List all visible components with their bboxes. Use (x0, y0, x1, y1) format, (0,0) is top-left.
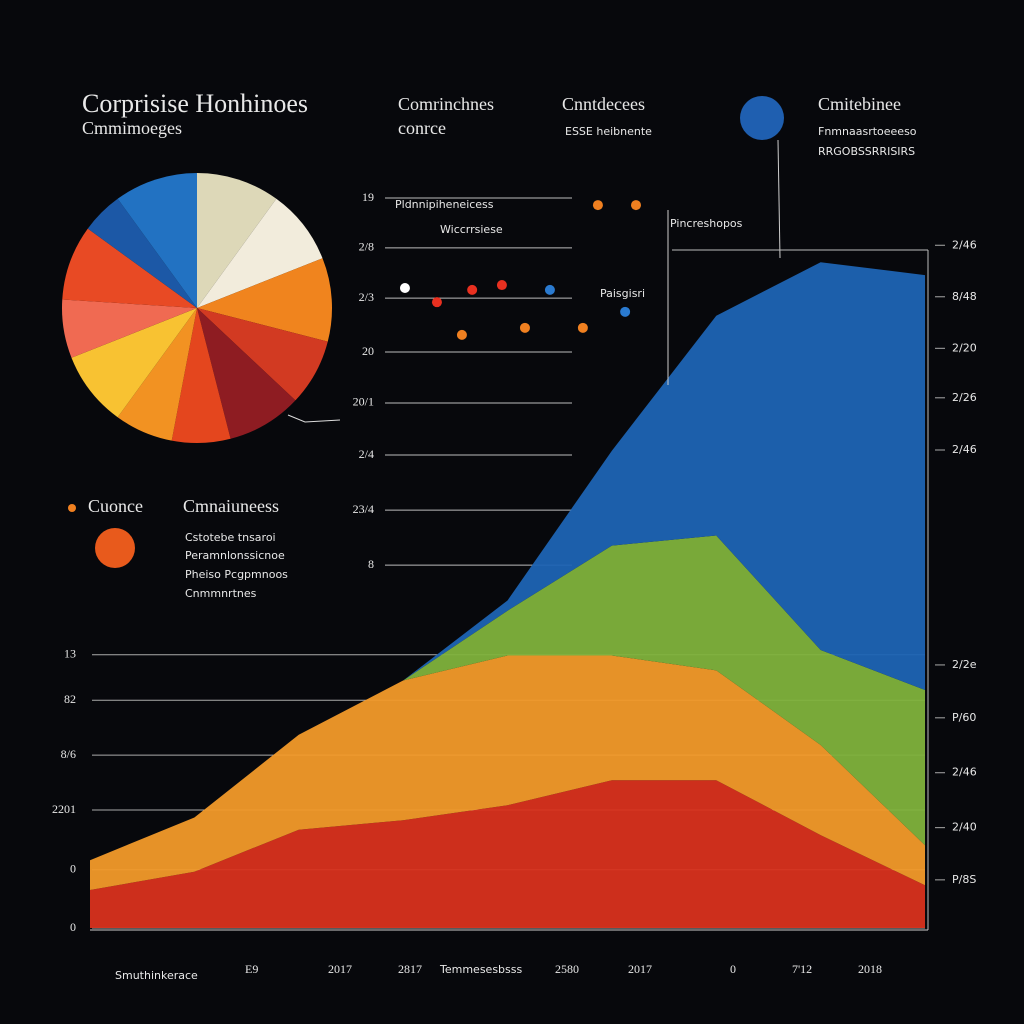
pie-slice (62, 299, 197, 358)
x-label: E9 (245, 962, 258, 976)
label: Pldnnipiheneicess (395, 198, 494, 211)
x-label: Temmesesbsss (439, 963, 522, 976)
scatter-point (431, 297, 442, 308)
note: ESSE heibnente (565, 125, 652, 138)
y-tick-label: 19 (362, 190, 374, 204)
icon (740, 96, 784, 140)
scatter-point (496, 280, 507, 291)
pie-slice (87, 198, 197, 308)
y-tick-label: 8 (368, 557, 374, 571)
note: Peramnlonssicnoe (185, 549, 285, 562)
scatter-point (467, 284, 478, 295)
x-label: 2817 (398, 962, 422, 976)
x-label: 2580 (555, 962, 579, 976)
x-label: 7'12 (792, 962, 812, 976)
area-layer (90, 535, 925, 861)
note: Fnmnaasrtoeeeso (818, 125, 917, 138)
leader-line (287, 414, 341, 423)
y-tick-label: 82 (64, 692, 76, 706)
scatter-point (399, 283, 410, 294)
y2-tick-label: 8/48 (952, 290, 977, 303)
note: Cstotebe tnsaroi (185, 531, 276, 544)
x-label: 2017 (628, 962, 652, 976)
label: Paisgisri (600, 287, 645, 300)
title: Corprisise Honhinoes (82, 89, 308, 118)
label: Pincreshopos (670, 217, 743, 230)
y-tick-label: 0 (70, 920, 76, 934)
y2-tick-label: P/60 (952, 711, 976, 724)
bullet (68, 504, 76, 512)
plot (62, 173, 945, 929)
scatter-point (620, 306, 631, 317)
note: RRGOBSSRRISIRS (818, 145, 915, 158)
pie-slice (197, 173, 277, 308)
x-label: 0 (730, 962, 736, 976)
y2-tick-label: 2/26 (952, 391, 977, 404)
heading: Cmitebinee (818, 94, 901, 114)
subtitle: Cmmimoeges (82, 118, 182, 138)
decor (68, 96, 929, 931)
icon (95, 528, 135, 568)
scatter-point (577, 322, 588, 333)
y2-tick-label: 2/46 (952, 766, 977, 779)
note: Cnmmnrtnes (185, 587, 257, 600)
heading: Comrinchnes (398, 94, 494, 114)
pie-slice (117, 308, 197, 441)
area-layer (90, 655, 925, 891)
pie-slice (171, 308, 231, 443)
note: Pheiso Pcgpmnoos (185, 568, 288, 581)
pie-slice (197, 258, 332, 342)
pie-slice (71, 308, 197, 418)
scatter-point (631, 200, 641, 211)
y2-tick-label: P/8S (952, 873, 976, 886)
y-tick-label: 2201 (52, 802, 76, 816)
y-tick-label: 2/3 (359, 290, 374, 304)
x-label: 2017 (328, 962, 352, 976)
scatter-point (592, 200, 603, 211)
y-tick-label: 2/8 (359, 240, 374, 254)
scatter-point (456, 329, 467, 340)
heading: Cnntdecees (562, 94, 645, 114)
y-tick-label: 2/4 (359, 447, 374, 461)
y-tick-label: 8/6 (61, 747, 76, 761)
area-layer (90, 780, 925, 928)
heading: conrce (398, 118, 446, 138)
heading: Cuonce (88, 496, 143, 516)
y-tick-label: 23/4 (353, 502, 374, 516)
y2-tick-label: 2/46 (952, 238, 977, 251)
y2-tick-label: 2/40 (952, 821, 977, 834)
pie-slice (197, 308, 296, 439)
scatter-point (544, 284, 555, 295)
scatter-point (519, 322, 530, 333)
pie-slice (117, 173, 197, 308)
pie-slice (197, 198, 323, 308)
x-label: Smuthinkerace (115, 969, 198, 982)
y2-tick-label: 2/20 (952, 341, 977, 354)
y-tick-label: 20/1 (353, 395, 374, 409)
pie-slice (197, 308, 328, 401)
y-tick-label: 20 (362, 344, 374, 358)
y2-tick-label: 2/2e (952, 658, 977, 671)
label: Wiccrrsiese (440, 223, 503, 236)
area-layer (90, 262, 925, 861)
y-tick-label: 13 (64, 647, 76, 661)
pie-slice (62, 228, 198, 308)
x-label: 2018 (858, 962, 882, 976)
heading: Cmnaiuneess (183, 496, 279, 516)
leader-line (777, 139, 781, 259)
y2-tick-label: 2/46 (952, 443, 977, 456)
y-tick-label: 0 (70, 861, 76, 875)
